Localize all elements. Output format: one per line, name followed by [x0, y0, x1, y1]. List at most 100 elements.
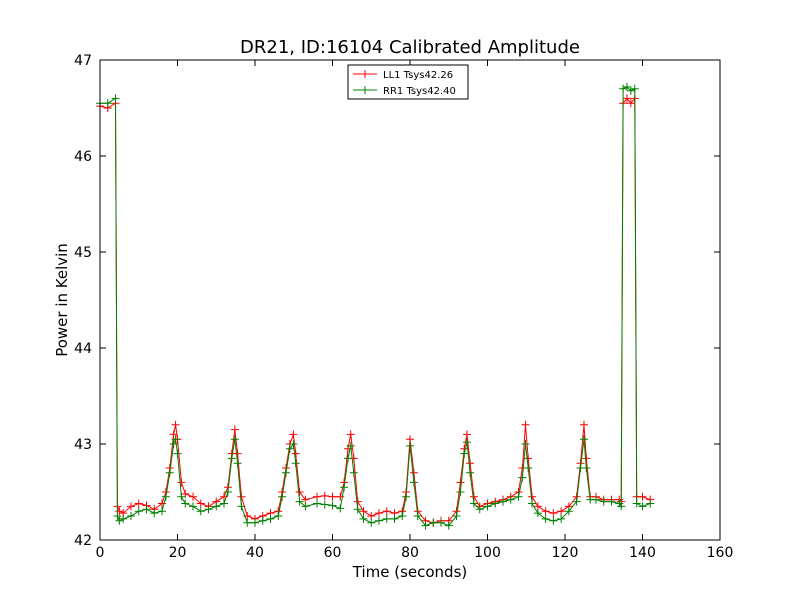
data-point	[491, 499, 500, 508]
data-point	[524, 464, 533, 472]
data-point	[237, 492, 246, 501]
data-point	[103, 99, 112, 108]
axis-ticks: 0 20 40 60 80 100 120 140 160 42 43 44 45 46 47	[74, 53, 733, 561]
data-point	[524, 454, 533, 463]
data-point	[233, 449, 242, 458]
data-point	[181, 499, 190, 508]
data-point	[533, 509, 542, 518]
data-point	[169, 440, 178, 448]
legend: LL1 Tsys42.26 RR1 Tsys42.40	[347, 64, 469, 100]
data-point	[295, 488, 304, 496]
legend-label-ll1: LL1 Tsys42.26	[383, 70, 453, 81]
x-tick-label: 140	[629, 545, 656, 561]
data-point	[375, 509, 383, 518]
data-point	[161, 492, 170, 501]
data-point	[638, 492, 647, 501]
data-point	[462, 438, 471, 447]
data-point	[177, 478, 186, 487]
data-point	[274, 512, 283, 520]
data-point	[301, 495, 310, 504]
data-point	[196, 499, 205, 508]
data-point	[421, 521, 430, 530]
y-tick-label: 44	[74, 341, 92, 357]
data-point	[469, 492, 478, 501]
data-point	[582, 454, 591, 463]
data-point	[541, 514, 550, 523]
data-point	[113, 512, 122, 520]
data-point	[582, 464, 591, 472]
legend-box	[347, 64, 469, 100]
data-point	[466, 468, 475, 477]
data-point	[483, 502, 492, 511]
data-point	[313, 492, 321, 501]
data-point	[409, 478, 418, 487]
data-point	[367, 518, 376, 527]
data-point	[223, 488, 232, 496]
data-point	[291, 459, 300, 468]
data-point	[328, 492, 337, 501]
data-point	[406, 441, 414, 450]
data-point	[557, 514, 566, 523]
data-point	[528, 499, 537, 508]
data-point	[402, 492, 411, 501]
data-point	[328, 501, 337, 510]
x-tick-label: 160	[707, 545, 734, 561]
data-point	[518, 473, 527, 482]
data-point	[514, 492, 523, 501]
data-point	[134, 507, 143, 516]
y-axis-label: Power in Kelvin	[53, 243, 71, 357]
data-point	[521, 440, 530, 448]
data-point	[346, 441, 355, 450]
data-point	[289, 440, 298, 448]
data-point	[541, 507, 550, 516]
data-point	[630, 84, 639, 93]
data-point	[382, 507, 391, 516]
data-point	[475, 505, 484, 514]
data-point	[127, 502, 135, 511]
legend-marker-rr1	[361, 86, 369, 94]
plot-area	[96, 82, 655, 530]
axes-frame	[99, 59, 721, 541]
data-point	[367, 512, 376, 520]
data-point	[266, 514, 275, 523]
data-point	[251, 518, 259, 527]
data-point	[353, 497, 362, 506]
data-point	[579, 420, 588, 429]
data-point	[285, 444, 294, 453]
data-point	[295, 497, 304, 506]
series-line	[99, 96, 651, 524]
data-point	[409, 468, 418, 477]
data-point	[171, 420, 180, 429]
data-point	[626, 86, 635, 95]
data-point	[189, 492, 197, 501]
data-point	[230, 425, 239, 434]
data-point	[375, 516, 383, 525]
data-point	[336, 504, 345, 513]
x-tick-label: 120	[552, 545, 579, 561]
data-point	[521, 420, 530, 429]
y-tick-label: 45	[74, 245, 92, 261]
x-axis-label: Time (seconds)	[352, 563, 468, 581]
data-point	[533, 502, 542, 511]
series-line	[100, 86, 651, 527]
data-point	[452, 512, 461, 520]
x-tick-label: 40	[246, 545, 264, 561]
data-point	[173, 449, 182, 458]
data-point	[340, 483, 349, 492]
data-point	[336, 492, 345, 501]
data-point	[212, 502, 221, 511]
data-point	[165, 468, 174, 477]
data-point	[177, 492, 186, 501]
data-point	[572, 497, 581, 506]
data-point	[171, 435, 180, 444]
data-point	[278, 492, 287, 501]
legend-marker-ll1	[361, 70, 369, 78]
data-point	[626, 99, 635, 108]
data-point	[119, 514, 128, 523]
x-tick-label: 20	[169, 545, 187, 561]
data-point	[230, 435, 239, 444]
data-point	[204, 505, 213, 514]
data-point	[456, 478, 465, 487]
